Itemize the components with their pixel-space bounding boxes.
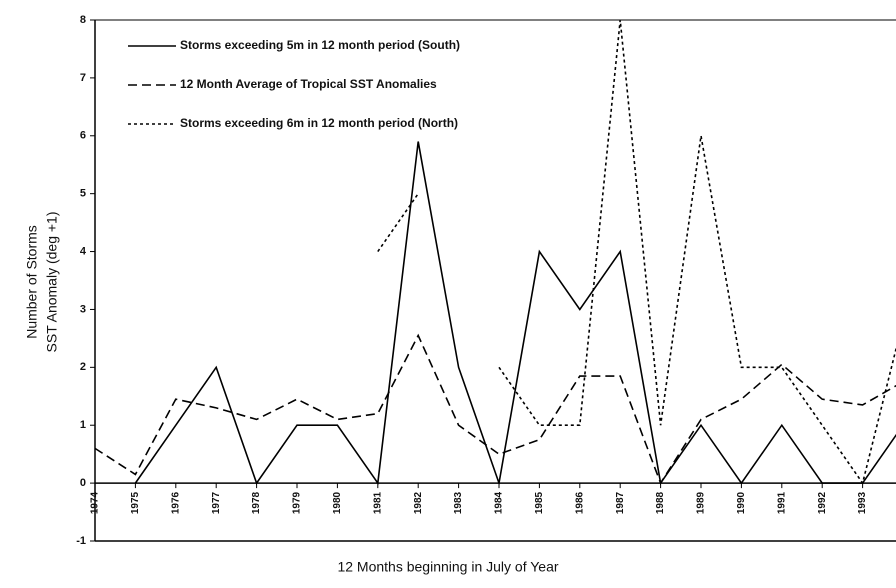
x-tick-label: 1991 [776,491,787,514]
x-tick-label: 1977 [211,491,222,514]
legend-label: Storms exceeding 5m in 12 month period (… [180,38,460,52]
x-tick-label: 1983 [453,491,464,514]
x-tick-label: 1987 [615,491,626,514]
plot-area: 1974 1975 1976 1977 1978 1979 1980 1981 1982 1983… [90,19,896,542]
y-tick-label: 4 [80,245,87,257]
x-tick-label: 1981 [372,491,383,514]
y-tick-label: 1 [80,419,86,431]
y-tick-label: 3 [80,303,86,315]
y-tick-label: 2 [80,361,86,373]
y-tick-label: 6 [80,130,86,142]
x-tick-label: 1993 [857,491,868,514]
x-tick-label: 1979 [292,491,303,514]
y-tick-label: 5 [80,188,86,200]
x-tick-label: 1986 [574,491,585,514]
x-tick-label: 1985 [534,491,545,514]
x-tick-label: 1982 [413,491,424,514]
legend-label: 12 Month Average of Tropical SST Anomali… [180,77,437,91]
x-axis-title: 12 Months beginning in July of Year [337,559,558,575]
y-axis-title: Number of Storms SST Anomaly (deg +1) [24,212,60,353]
x-tick-label: 1992 [817,491,828,514]
y-axis-title-line: Number of Storms [24,225,40,339]
y-tick-label: 8 [80,14,86,26]
y-tick-label: -1 [76,535,86,547]
y-axis-title-line: SST Anomaly (deg +1) [44,212,60,353]
y-tick-label: 0 [80,477,86,489]
series-line [377,19,896,486]
x-tick-label: 1974 [90,491,101,514]
legend-label: Storms exceeding 6m in 12 month period (… [180,116,458,130]
y-tick-label: 7 [80,72,86,84]
x-tick-label: 1975 [130,491,141,514]
x-tick-label: 1976 [170,491,181,514]
x-tick-label: 1978 [251,491,262,514]
series-line [134,141,896,487]
x-tick-label: 1980 [332,491,343,514]
x-tick-label: 1990 [736,491,747,514]
x-tick-label: 1989 [696,491,707,514]
x-tick-label: 1984 [494,491,505,514]
x-tick-label: 1988 [655,491,666,514]
series-line [94,333,896,485]
